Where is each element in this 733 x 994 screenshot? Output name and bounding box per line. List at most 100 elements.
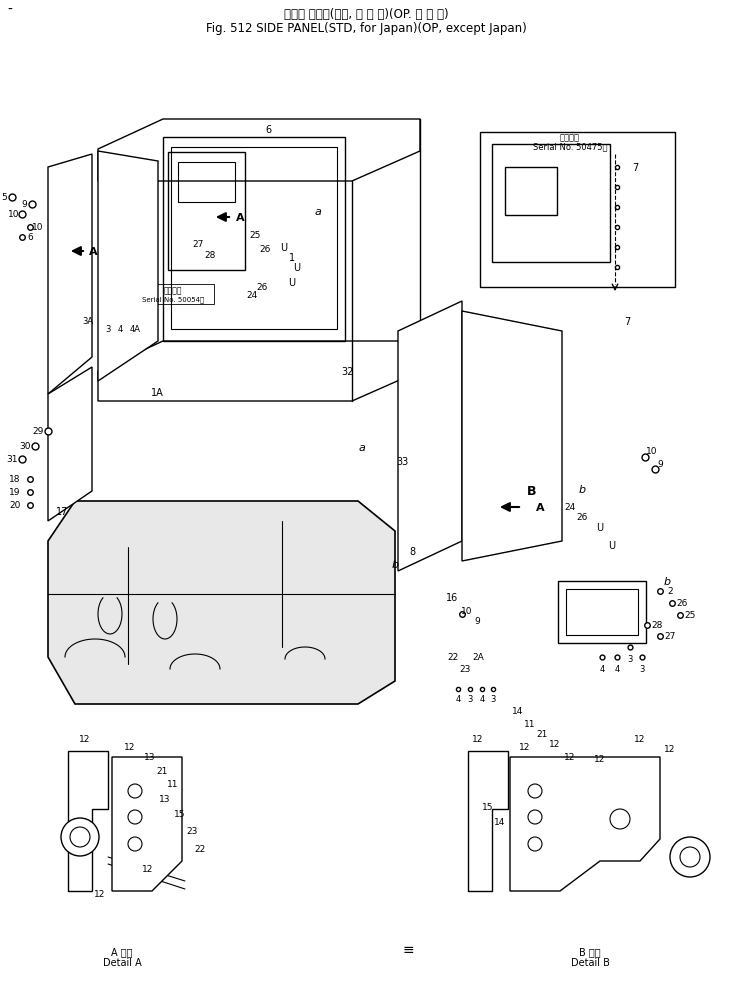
Bar: [480, 133, 675, 287]
Text: 16: 16: [446, 592, 458, 602]
Text: 12: 12: [472, 735, 484, 744]
Text: 3: 3: [490, 695, 496, 704]
Text: 3: 3: [468, 695, 473, 704]
Text: 17: 17: [56, 507, 68, 517]
Text: 12: 12: [519, 743, 531, 751]
Bar: [132, 284, 214, 305]
Text: 19: 19: [10, 488, 21, 497]
Text: 28: 28: [652, 621, 663, 630]
Polygon shape: [68, 751, 108, 891]
Text: 12: 12: [564, 752, 575, 761]
Text: 25: 25: [685, 611, 696, 620]
Text: A: A: [89, 247, 97, 256]
Text: 27: 27: [664, 632, 676, 641]
Text: 28: 28: [205, 251, 216, 260]
Text: 4: 4: [479, 695, 485, 704]
Text: 4: 4: [614, 665, 619, 674]
Text: 15: 15: [174, 810, 185, 819]
Circle shape: [610, 809, 630, 829]
Text: U: U: [608, 541, 616, 551]
Text: B: B: [527, 485, 537, 498]
Text: 22: 22: [194, 845, 206, 854]
Text: 11: 11: [167, 779, 179, 788]
Circle shape: [128, 784, 142, 798]
Text: 30: 30: [19, 442, 31, 451]
Text: 4: 4: [600, 665, 605, 674]
Text: 適用号機: 適用号機: [560, 133, 580, 142]
Text: A 詳細: A 詳細: [111, 946, 133, 956]
Bar: [505, 168, 557, 216]
Polygon shape: [468, 751, 508, 891]
Circle shape: [670, 837, 710, 877]
Text: U: U: [281, 243, 287, 252]
Text: 7: 7: [632, 163, 638, 173]
Text: 4A: 4A: [130, 325, 141, 334]
Text: Serial No. 50475～: Serial No. 50475～: [533, 142, 607, 151]
Text: 29: 29: [32, 427, 44, 436]
Text: 26: 26: [576, 513, 588, 522]
Text: a: a: [358, 442, 366, 452]
Text: 33: 33: [396, 456, 408, 466]
Text: 13: 13: [144, 752, 155, 761]
Text: 11: 11: [524, 720, 536, 729]
Text: 4: 4: [117, 325, 122, 334]
Text: 適用号機: 適用号機: [163, 286, 183, 295]
Text: 26: 26: [677, 599, 688, 608]
Text: 12: 12: [594, 754, 605, 763]
Text: 8: 8: [409, 547, 415, 557]
Circle shape: [70, 827, 90, 847]
Text: U: U: [597, 523, 603, 533]
Text: Detail B: Detail B: [570, 957, 609, 967]
Text: Detail A: Detail A: [103, 957, 141, 967]
Bar: [492, 145, 610, 262]
Text: a: a: [314, 207, 322, 217]
Bar: [168, 153, 245, 270]
Polygon shape: [510, 757, 660, 891]
Circle shape: [680, 847, 700, 867]
Text: 12: 12: [95, 890, 106, 899]
Text: 20: 20: [10, 501, 21, 510]
Text: A: A: [536, 503, 545, 513]
Text: 2A: 2A: [472, 653, 484, 662]
Text: 13: 13: [159, 794, 171, 804]
Bar: [566, 589, 638, 635]
Text: 21: 21: [537, 730, 548, 739]
Bar: [171, 148, 337, 330]
Text: 21: 21: [156, 766, 168, 775]
Text: 12: 12: [142, 865, 154, 874]
Text: 10: 10: [647, 447, 658, 456]
Text: 24: 24: [246, 291, 257, 300]
Text: 10: 10: [32, 224, 44, 233]
Text: 9: 9: [657, 460, 663, 469]
Text: Fig. 512 SIDE PANEL(STD, for Japan)(OP, except Japan): Fig. 512 SIDE PANEL(STD, for Japan)(OP, …: [206, 22, 526, 35]
Polygon shape: [98, 120, 420, 182]
Text: 3: 3: [627, 655, 633, 664]
Text: 12: 12: [664, 745, 676, 753]
Polygon shape: [398, 302, 462, 572]
Text: 10: 10: [461, 607, 473, 616]
Text: 3A: 3A: [82, 317, 94, 326]
Text: 12: 12: [79, 735, 91, 744]
Text: 22: 22: [447, 653, 459, 662]
Polygon shape: [98, 342, 420, 402]
Text: 9: 9: [21, 201, 27, 210]
Text: 9: 9: [474, 617, 480, 626]
Circle shape: [128, 810, 142, 824]
Bar: [472, 382, 554, 483]
Text: 24: 24: [564, 503, 575, 512]
Text: ≡: ≡: [402, 942, 414, 956]
Circle shape: [528, 784, 542, 798]
Text: 1A: 1A: [150, 388, 163, 398]
Text: 6: 6: [265, 125, 271, 135]
Polygon shape: [48, 502, 395, 705]
Text: 3: 3: [639, 665, 645, 674]
Text: 1: 1: [289, 252, 295, 262]
Text: U: U: [293, 262, 301, 272]
Text: 12: 12: [634, 735, 646, 744]
Text: 5: 5: [1, 193, 7, 203]
Circle shape: [128, 837, 142, 851]
Text: 23: 23: [186, 827, 198, 836]
Polygon shape: [98, 152, 158, 382]
Text: U: U: [289, 277, 295, 287]
Polygon shape: [48, 155, 92, 395]
